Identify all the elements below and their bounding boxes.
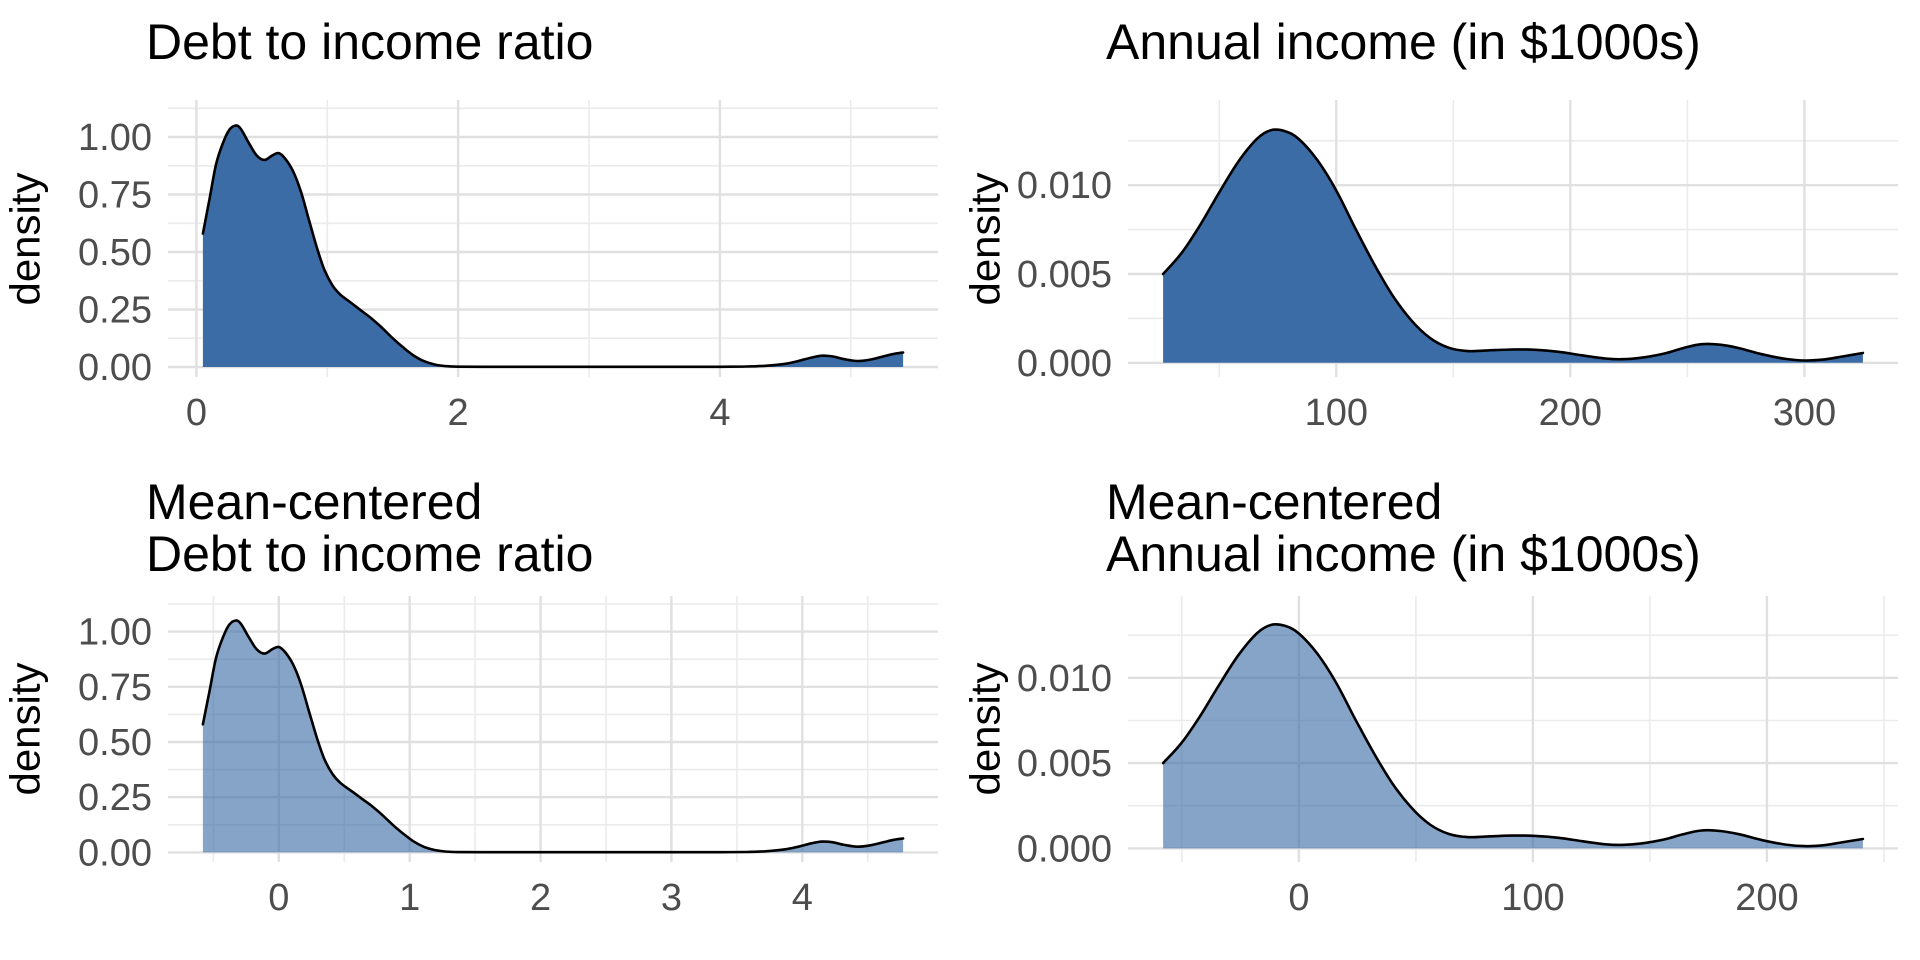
panel-centered-annual-income: Mean-centered Annual income (in $1000s) d… bbox=[960, 476, 1920, 960]
y-tick-label: 0.010 bbox=[1017, 658, 1112, 700]
plot-title-line: Annual income (in $1000s) bbox=[1106, 14, 1701, 70]
density-curve bbox=[201, 124, 905, 369]
density-area bbox=[202, 620, 904, 853]
y-tick-label: 1.00 bbox=[78, 612, 152, 654]
x-tick-label: 4 bbox=[709, 392, 730, 434]
y-tick-label: 0.25 bbox=[78, 777, 152, 819]
plot-title-line: Debt to income ratio bbox=[146, 526, 594, 582]
density-area bbox=[1163, 129, 1863, 363]
y-tick-label: 0.75 bbox=[78, 175, 152, 217]
y-axis-title-text: density bbox=[2, 662, 50, 796]
plot-title: Mean-centered Annual income (in $1000s) bbox=[1106, 476, 1701, 580]
x-tick-label: 2 bbox=[448, 392, 469, 434]
plot-title-line: Debt to income ratio bbox=[146, 14, 594, 70]
y-tick-label: 0.005 bbox=[1017, 743, 1112, 785]
x-tick-label: 200 bbox=[1735, 877, 1798, 919]
density-plot-area: 0 1 2 3 4 0.00 0.25 0.50 0.75 1.00 bbox=[78, 596, 938, 919]
y-axis-title: density bbox=[2, 596, 50, 862]
plot-panel: 100 200 300 0.000 0.005 0.010 bbox=[1017, 100, 1898, 434]
y-tick-label: 0.005 bbox=[1017, 254, 1112, 296]
y-tick-label: 0.000 bbox=[1017, 828, 1112, 870]
x-tick-label: 100 bbox=[1501, 877, 1564, 919]
x-tick-label: 0 bbox=[1288, 877, 1309, 919]
x-tick-label: 3 bbox=[661, 877, 682, 919]
y-tick-label: 0.25 bbox=[78, 290, 152, 332]
x-tick-label: 0 bbox=[186, 392, 207, 434]
density-curve bbox=[201, 619, 905, 854]
y-tick-label: 0.75 bbox=[78, 667, 152, 709]
plot-title-line: Annual income (in $1000s) bbox=[1106, 526, 1701, 582]
density-curve bbox=[1161, 623, 1865, 848]
plot-panel: 0 100 200 0.000 0.005 0.010 bbox=[1017, 596, 1898, 919]
panel-centered-debt-to-income: Mean-centered Debt to income ratio densit… bbox=[0, 476, 960, 960]
y-tick-label: 0.000 bbox=[1017, 343, 1112, 385]
y-tick-label: 0.00 bbox=[78, 832, 152, 874]
density-curve bbox=[1161, 128, 1865, 362]
density-plot-area: 100 200 300 0.000 0.005 0.010 bbox=[1017, 100, 1898, 434]
x-tick-label: 2 bbox=[530, 877, 551, 919]
x-tick-label: 200 bbox=[1539, 392, 1602, 434]
y-axis-title-text: density bbox=[962, 662, 1010, 796]
x-tick-label: 4 bbox=[792, 877, 813, 919]
y-tick-label: 1.00 bbox=[78, 117, 152, 159]
y-tick-label: 0.50 bbox=[78, 232, 152, 274]
y-axis-title: density bbox=[2, 100, 50, 377]
plot-panel: 0 1 2 3 4 0.00 0.25 0.50 0.75 1.00 bbox=[78, 596, 938, 919]
plot-title-line: Mean-centered bbox=[1106, 474, 1443, 530]
y-axis-title-text: density bbox=[2, 171, 50, 306]
density-area bbox=[202, 125, 904, 368]
panel-debt-to-income: Debt to income ratio density 0 2 4 0.00 0.25… bbox=[0, 0, 960, 480]
y-tick-label: 0.010 bbox=[1017, 165, 1112, 207]
y-axis-title: density bbox=[962, 100, 1010, 377]
x-tick-label: 1 bbox=[399, 877, 420, 919]
density-area bbox=[1163, 624, 1863, 849]
plot-title-line: Mean-centered bbox=[146, 474, 483, 530]
x-tick-label: 300 bbox=[1773, 392, 1836, 434]
x-tick-label: 0 bbox=[268, 877, 289, 919]
panel-annual-income: Annual income (in $1000s) density 100 200… bbox=[960, 0, 1920, 480]
plot-title: Annual income (in $1000s) bbox=[1106, 16, 1701, 68]
density-plot-area: 0 100 200 0.000 0.005 0.010 bbox=[1017, 596, 1898, 919]
y-tick-label: 0.00 bbox=[78, 347, 152, 389]
y-tick-label: 0.50 bbox=[78, 722, 152, 764]
plot-title: Mean-centered Debt to income ratio bbox=[146, 476, 593, 580]
y-axis-title-text: density bbox=[962, 171, 1010, 306]
y-axis-title: density bbox=[962, 596, 1010, 862]
x-tick-label: 100 bbox=[1305, 392, 1368, 434]
plot-panel: 0 2 4 0.00 0.25 0.50 0.75 1.00 bbox=[78, 100, 938, 434]
plot-title: Debt to income ratio bbox=[146, 16, 593, 68]
density-plot-area: 0 2 4 0.00 0.25 0.50 0.75 1.00 bbox=[78, 100, 938, 434]
